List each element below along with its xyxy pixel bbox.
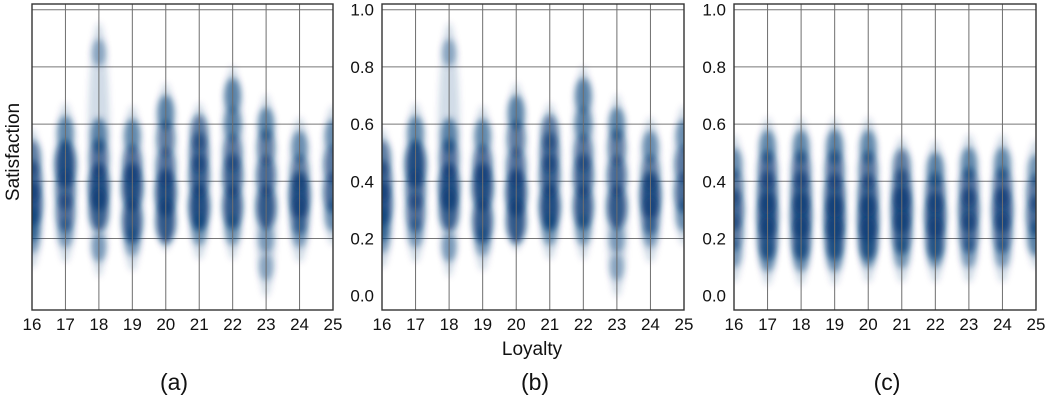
x-tick-label: 23 (959, 315, 978, 334)
density-column (32, 128, 43, 269)
x-tick-label: 23 (607, 315, 626, 334)
density-point (734, 237, 742, 268)
x-tick-label: 24 (290, 315, 309, 334)
y-tick-label: 1.0 (350, 1, 374, 20)
density-point (382, 223, 390, 254)
x-tick-label: 19 (123, 315, 142, 334)
y-axis-label: Satisfaction (3, 103, 24, 201)
x-tick-label: 23 (257, 315, 276, 334)
density-point (382, 140, 391, 177)
density-layer (382, 22, 684, 298)
x-tick-label: 21 (892, 315, 911, 334)
x-tick-label: 17 (758, 315, 777, 334)
x-tick-label: 24 (993, 315, 1012, 334)
x-tick-label: 16 (23, 315, 42, 334)
panels: 16 17 18 19 20 21 22 23 24 25 (a) 16 17 18 19 20 21 22 23 2… (23, 1, 1046, 395)
x-axis-label: Loyalty (502, 339, 563, 360)
chart-panel-1: 16 17 18 19 20 21 22 23 24 25 (a) (23, 3, 343, 395)
y-tick-label: 0.8 (702, 58, 726, 77)
x-tick-label: 22 (223, 315, 242, 334)
density-point (324, 145, 333, 184)
x-tick-label: 18 (89, 315, 108, 334)
density-point (734, 147, 742, 181)
density-column (673, 105, 684, 246)
panel-label: (c) (874, 369, 901, 395)
x-tick-label: 21 (190, 315, 209, 334)
density-point (325, 199, 333, 232)
x-tick-label: 25 (1027, 315, 1046, 334)
x-tick-label: 18 (440, 315, 459, 334)
panel-label: (a) (160, 369, 188, 395)
density-column (322, 105, 333, 246)
density-point (675, 145, 684, 184)
plot-frame (733, 3, 1037, 311)
x-tick-label: 25 (324, 315, 343, 334)
x-tick-label: 21 (540, 315, 559, 334)
density-point (676, 199, 684, 232)
density-point (32, 140, 41, 177)
density-column (1025, 139, 1036, 269)
y-tick-label: 0.6 (702, 115, 726, 134)
chart-panel-2: 16 17 18 19 20 21 22 23 24 25 1.0 0.8 0.6 0.4 0.2 0.0 (b… (350, 1, 694, 395)
density-point (676, 119, 684, 152)
y-tick-label: 1.0 (702, 1, 726, 20)
density-column (924, 139, 947, 283)
panel-label: (b) (521, 369, 549, 395)
y-tick-label: 0.4 (702, 172, 726, 191)
plot-frame (31, 3, 334, 311)
density-layer (32, 22, 333, 298)
y-tick-label: 0.0 (350, 287, 374, 306)
density-point (32, 223, 40, 254)
x-tick-label: 16 (373, 315, 392, 334)
y-tick-label: 0.0 (702, 287, 726, 306)
y-tick-label: 0.4 (350, 172, 374, 191)
density-column (382, 128, 393, 269)
density-column (857, 116, 880, 283)
x-tick-label: 17 (56, 315, 75, 334)
density-point (325, 119, 333, 152)
x-tick-label: 16 (725, 315, 744, 334)
x-tick-label: 19 (473, 315, 492, 334)
x-tick-label: 24 (641, 315, 660, 334)
x-tick-label: 25 (675, 315, 694, 334)
y-tick-label: 0.8 (350, 58, 374, 77)
x-tick-label: 20 (507, 315, 526, 334)
y-tick-label: 0.2 (702, 230, 726, 249)
x-tick-label: 22 (574, 315, 593, 334)
density-column (734, 134, 745, 283)
x-tick-label: 19 (825, 315, 844, 334)
x-tick-label: 18 (792, 315, 811, 334)
y-tick-label: 0.6 (350, 115, 374, 134)
x-tick-label: 20 (156, 315, 175, 334)
y-tick-label: 0.2 (350, 230, 374, 249)
chart-panel-3: 16 17 18 19 20 21 22 23 24 25 1.0 0.8 0.6 0.4 0.2 0.0 (c… (702, 1, 1046, 395)
density-point (1028, 154, 1036, 186)
plot-frame (381, 3, 685, 311)
x-tick-label: 17 (406, 315, 425, 334)
density-layer (734, 116, 1036, 286)
density-point (1027, 220, 1036, 257)
x-tick-label: 22 (926, 315, 945, 334)
x-tick-label: 20 (859, 315, 878, 334)
